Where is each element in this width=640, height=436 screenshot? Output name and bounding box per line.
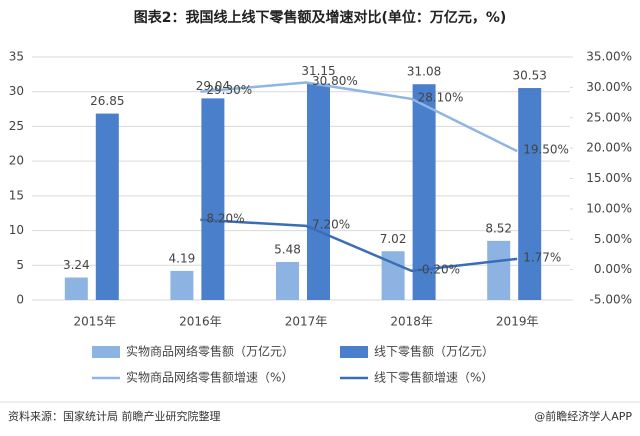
source: 资料来源：国家统计局 前瞻产业研究院整理 bbox=[8, 409, 221, 423]
credit: @前瞻经济学人APP bbox=[534, 409, 632, 423]
y2-tick-label: 5.00% bbox=[594, 232, 632, 246]
line-value-label: 19.50% bbox=[523, 143, 569, 157]
line-value-label: 8.20% bbox=[206, 211, 244, 225]
bar-value-label: 31.08 bbox=[407, 65, 441, 79]
line-value-label: 28.10% bbox=[418, 90, 464, 104]
y-tick-label: 5 bbox=[16, 258, 24, 272]
bar-value-label: 8.52 bbox=[485, 221, 512, 235]
x-tick-label: 2016年 bbox=[179, 315, 222, 329]
bar bbox=[276, 261, 299, 300]
line-value-label: 30.80% bbox=[312, 74, 358, 88]
bar bbox=[307, 83, 330, 300]
y-tick-label: 25 bbox=[9, 119, 24, 133]
bar bbox=[412, 84, 436, 300]
y2-tick-label: 20.00% bbox=[586, 141, 632, 155]
line-value-label: 29.30% bbox=[206, 83, 252, 97]
bar bbox=[170, 270, 194, 300]
x-tick-label: 2015年 bbox=[74, 315, 117, 329]
x-tick-label: 2018年 bbox=[390, 315, 433, 329]
y-tick-label: 15 bbox=[9, 188, 24, 202]
y2-tick-label: 10.00% bbox=[586, 201, 632, 215]
y2-tick-label: -5.00% bbox=[590, 293, 632, 307]
y-tick-label: 30 bbox=[9, 84, 24, 98]
bar-value-label: 7.02 bbox=[380, 232, 407, 246]
bar-value-label: 26.85 bbox=[90, 94, 124, 108]
bar bbox=[518, 88, 542, 300]
line-value-label: 7.20% bbox=[312, 217, 350, 231]
bar-value-label: 3.24 bbox=[63, 258, 90, 272]
x-tick-label: 2019年 bbox=[496, 315, 539, 329]
bar bbox=[381, 251, 405, 300]
line bbox=[200, 81, 518, 153]
legend-label: 线下零售额（万亿元） bbox=[374, 344, 494, 359]
chart-title: 图表2：我国线上线下零售额及增速对比(单位：万亿元，%) bbox=[134, 9, 507, 26]
bar-value-label: 31.15 bbox=[301, 64, 335, 78]
bar bbox=[487, 240, 511, 300]
y-tick-label: 20 bbox=[9, 154, 24, 168]
legend-swatch bbox=[340, 346, 368, 358]
bar bbox=[201, 98, 225, 300]
y2-tick-label: 25.00% bbox=[586, 110, 632, 124]
bar-value-label: 30.53 bbox=[513, 69, 547, 83]
bar-value-label: 4.19 bbox=[169, 251, 196, 265]
y2-tick-label: 30.00% bbox=[586, 80, 632, 94]
y2-tick-label: 35.00% bbox=[586, 50, 632, 64]
y-tick-label: 0 bbox=[16, 293, 24, 307]
bar-value-label: 5.48 bbox=[274, 242, 301, 256]
legend-label: 线下零售额增速（%） bbox=[374, 370, 493, 385]
x-tick-label: 2017年 bbox=[285, 315, 328, 329]
line-value-label: 1.77% bbox=[523, 250, 561, 264]
y-tick-label: 10 bbox=[9, 223, 24, 237]
legend-swatch bbox=[92, 346, 120, 358]
line bbox=[200, 218, 518, 273]
y2-tick-label: 15.00% bbox=[586, 171, 632, 185]
legend-label: 实物商品网络零售额增速（%） bbox=[126, 370, 293, 385]
line-value-label: -0.20% bbox=[418, 262, 460, 276]
y2-tick-label: 0.00% bbox=[594, 262, 632, 276]
bar bbox=[64, 277, 88, 300]
y-tick-label: 35 bbox=[9, 50, 24, 64]
bar bbox=[95, 113, 119, 300]
legend-label: 实物商品网络零售额（万亿元） bbox=[126, 344, 294, 359]
